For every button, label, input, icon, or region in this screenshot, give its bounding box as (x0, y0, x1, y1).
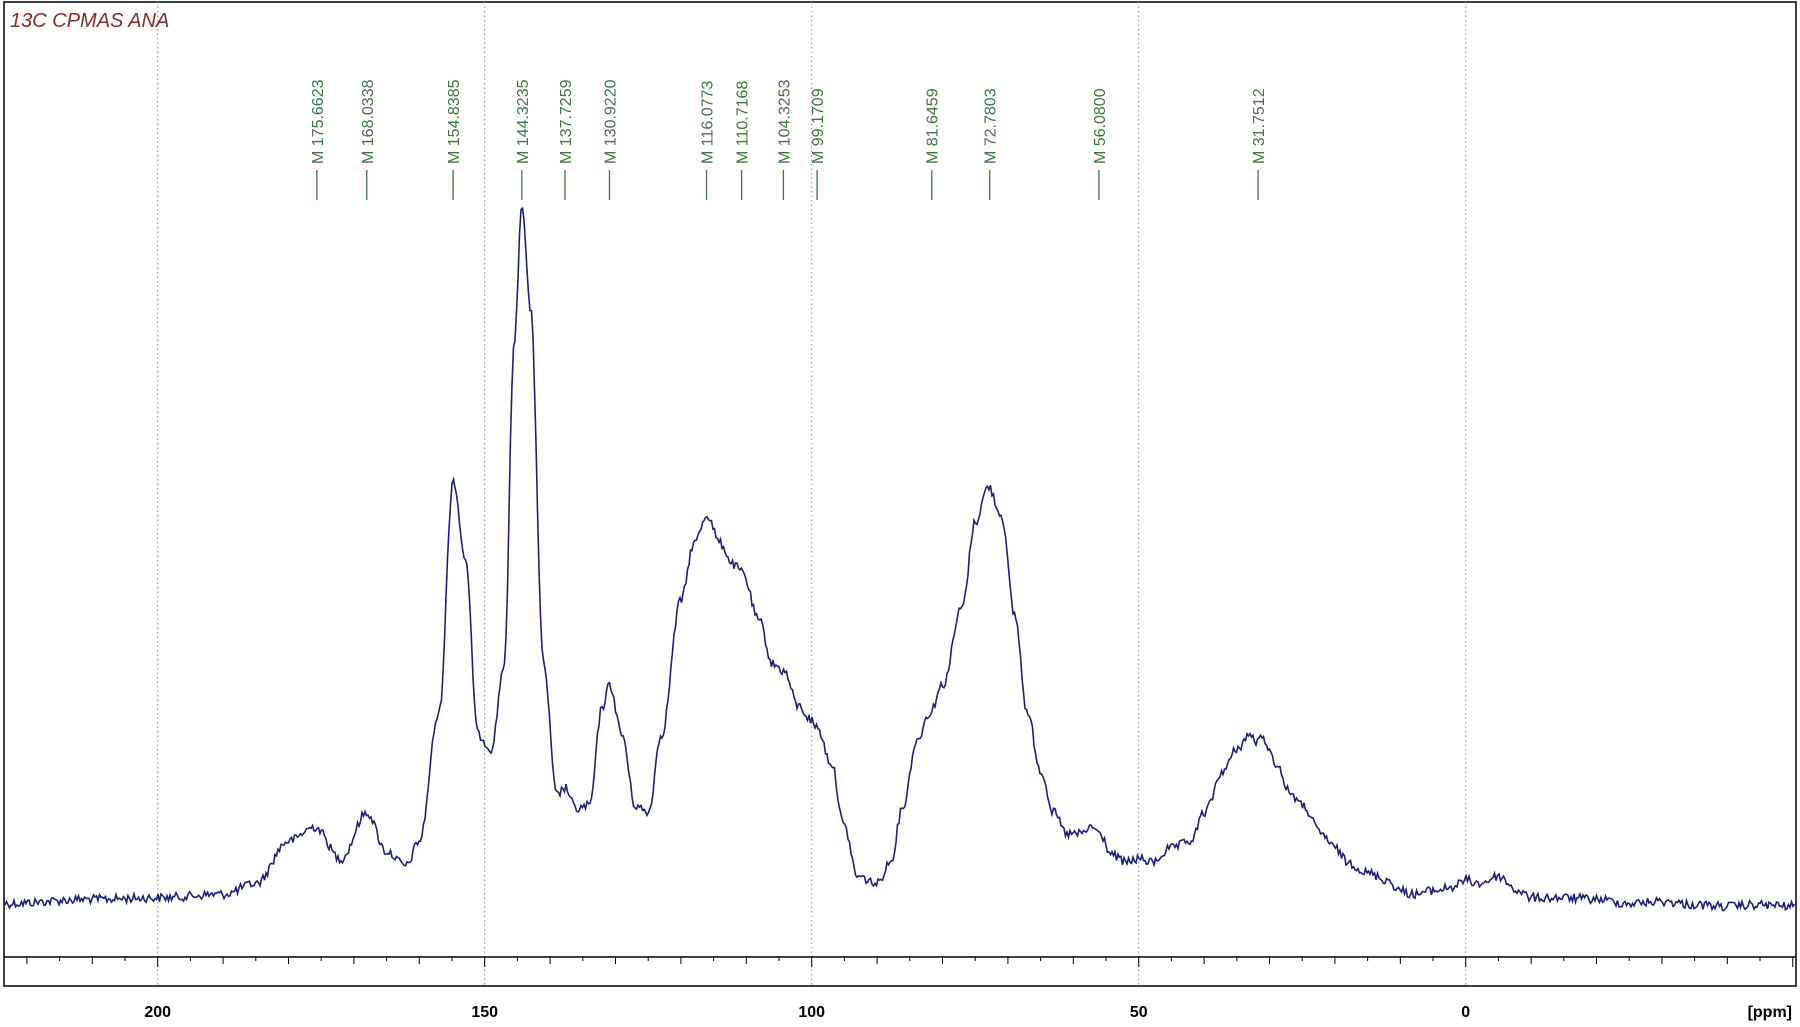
peak-marker-1: M 168.0338 (360, 79, 377, 200)
peak-marker-7: M 110.7168 (735, 81, 752, 200)
peak-marker-label: M 56.0800 (1092, 88, 1109, 164)
peak-marker-8: M 104.3253 (776, 79, 793, 200)
x-tick-label-200: 200 (144, 1004, 171, 1021)
peak-marker-label: M 31.7512 (1251, 88, 1268, 164)
peak-marker-label: M 104.3253 (776, 79, 793, 164)
peak-marker-2: M 154.8385 (446, 79, 463, 200)
peak-marker-label: M 175.6623 (310, 79, 327, 164)
peak-marker-0: M 175.6623 (310, 79, 327, 200)
peak-marker-label: M 81.6459 (925, 88, 942, 164)
peak-marker-9: M 99.1709 (810, 88, 827, 200)
peak-marker-label: M 110.7168 (735, 81, 752, 164)
peak-marker-3: M 144.3235 (515, 79, 532, 200)
x-tick-label-0: 0 (1461, 1004, 1470, 1021)
peak-marker-4: M 137.7259 (558, 79, 575, 200)
peak-marker-label: M 72.7803 (983, 88, 1000, 164)
peak-marker-5: M 130.9220 (602, 79, 619, 200)
peak-marker-10: M 81.6459 (925, 88, 942, 200)
grid-lines (157, 2, 1467, 986)
x-tick-label-100: 100 (798, 1004, 825, 1021)
spectrum-line (4, 206, 1796, 912)
peak-marker-13: M 31.7512 (1251, 88, 1268, 200)
plot-frame (3, 1, 1797, 987)
peak-marker-label: M 99.1709 (810, 88, 827, 164)
peak-marker-11: M 72.7803 (983, 88, 1000, 200)
x-axis-unit-label: [ppm] (1748, 1004, 1792, 1021)
x-tick-label-150: 150 (471, 1004, 498, 1021)
peak-marker-label: M 154.8385 (446, 79, 463, 164)
peak-marker-6: M 116.0773 (700, 81, 717, 200)
peak-marker-label: M 137.7259 (558, 79, 575, 164)
peak-marker-label: M 116.0773 (700, 81, 717, 164)
peak-marker-12: M 56.0800 (1092, 88, 1109, 200)
x-axis-ticks: 200 150 100 50 0 (26, 957, 1794, 1021)
x-tick-label-50: 50 (1130, 1004, 1148, 1021)
peak-marker-label: M 130.9220 (602, 79, 619, 164)
peak-markers: M 175.6623 M 168.0338 M 154.8385 M 144.3235… (310, 79, 1268, 200)
peak-marker-label: M 144.3235 (515, 79, 532, 164)
spectrum-title: 13C CPMAS ANA (10, 10, 169, 32)
peak-marker-label: M 168.0338 (360, 79, 377, 164)
